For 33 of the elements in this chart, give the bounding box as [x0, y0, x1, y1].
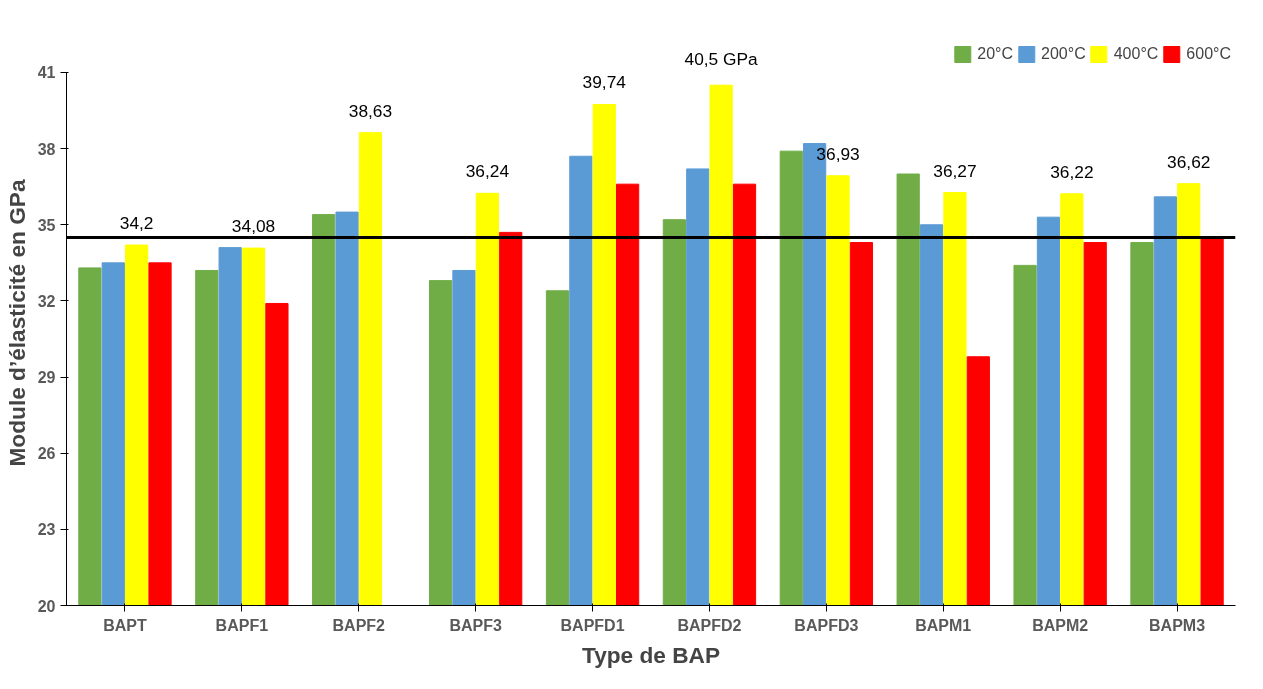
- data-label: 40,5 GPa: [684, 49, 759, 70]
- x-tick-label: BAPF1: [215, 616, 269, 634]
- x-tick-label: BAPFD3: [794, 616, 859, 634]
- y-tick-label: 29: [37, 369, 56, 387]
- x-tick-label: BAPM2: [1032, 616, 1089, 634]
- data-label: 36,27: [933, 160, 977, 181]
- y-tick-label: 35: [37, 216, 56, 234]
- legend-label: 20°C: [977, 45, 1014, 63]
- data-label: 38,63: [348, 100, 393, 121]
- x-axis-title: Type de BAP: [581, 641, 721, 668]
- data-label: 36,22: [1050, 161, 1094, 182]
- x-tick-label: BAPF2: [332, 616, 386, 634]
- legend-label: 600°C: [1186, 45, 1231, 63]
- y-tick-label: 41: [37, 64, 56, 82]
- y-tick-label: 20: [37, 597, 56, 615]
- x-tick-label: BAPM1: [915, 616, 972, 634]
- x-tick-label: BAPT: [103, 616, 147, 634]
- legend-label: 200°C: [1041, 45, 1086, 63]
- x-tick-label: BAPM3: [1149, 616, 1206, 634]
- data-label: 36,62: [1167, 151, 1211, 172]
- data-label: 39,74: [582, 72, 627, 93]
- y-tick-label: 32: [37, 292, 56, 310]
- x-tick-label: BAPFD1: [560, 616, 625, 634]
- y-tick-label: 26: [37, 445, 56, 463]
- y-tick-label: 23: [37, 521, 56, 539]
- data-label: 36,24: [465, 161, 510, 182]
- x-tick-label: BAPFD2: [677, 616, 742, 634]
- data-label: 34,2: [119, 213, 154, 234]
- y-axis-title: Module d’élasticité en GPa: [3, 179, 30, 467]
- x-tick-label: BAPF3: [449, 616, 502, 634]
- data-label: 34,08: [231, 216, 276, 237]
- y-tick-label: 38: [37, 140, 56, 158]
- legend-label: 400°C: [1113, 45, 1159, 63]
